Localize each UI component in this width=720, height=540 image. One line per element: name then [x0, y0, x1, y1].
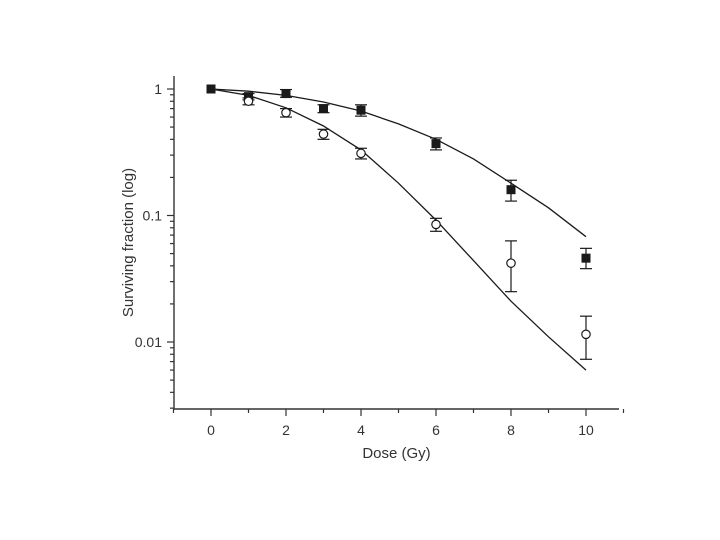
- x-tick-label: 2: [282, 422, 290, 438]
- x-tick-label: 8: [507, 422, 515, 438]
- data-point-square: [431, 139, 441, 149]
- data-point-circle: [431, 219, 441, 230]
- fit-curve-series-2: [210, 88, 587, 371]
- x-axis-label: Dose (Gy): [362, 445, 430, 462]
- y-tick-label: 0.01: [135, 334, 162, 350]
- data-point-circle: [356, 148, 366, 159]
- data-point-circle: [581, 329, 591, 340]
- x-tick-label: 6: [432, 422, 440, 438]
- data-point-square: [581, 253, 591, 263]
- data-point-square: [281, 89, 291, 99]
- x-tick-label: 10: [578, 422, 594, 438]
- data-point-square: [506, 185, 516, 195]
- fit-curve-series-1: [210, 88, 587, 238]
- x-tick-label: 4: [357, 422, 365, 438]
- data-point-square: [356, 105, 366, 115]
- data-point-circle: [506, 258, 516, 268]
- data-point-circle: [318, 129, 329, 139]
- data-point-circle: [281, 107, 291, 118]
- y-axis-label: Surviving fraction (log): [120, 168, 137, 317]
- plot-area: 0 2 4 6 8 10 1 0.1 0.01: [135, 76, 625, 438]
- x-tick-label: 0: [207, 422, 215, 438]
- y-tick-label: 0.1: [143, 208, 163, 224]
- data-point-circle: [243, 96, 254, 107]
- y-tick-label: 1: [154, 81, 162, 97]
- data-point-square: [319, 104, 328, 114]
